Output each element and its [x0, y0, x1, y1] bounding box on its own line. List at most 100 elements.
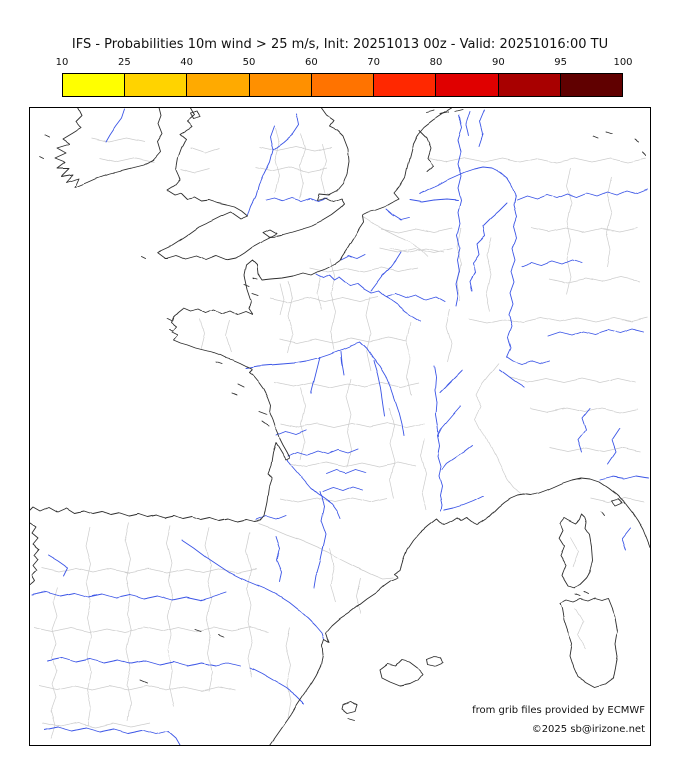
admin-border — [269, 297, 379, 303]
admin-border — [569, 537, 579, 567]
colorbar-tick-label: 60 — [304, 57, 318, 68]
river-durance — [443, 495, 484, 511]
admin-border — [34, 627, 270, 633]
admin-border — [379, 247, 453, 253]
admin-border — [445, 307, 452, 363]
admin-border — [529, 407, 639, 413]
colorbar-tick-label: 95 — [554, 57, 568, 68]
coast-mediterranean — [269, 477, 650, 745]
admin-border — [99, 157, 155, 163]
admin-border — [605, 177, 612, 269]
coast-mallorca — [379, 659, 424, 687]
colorbar-tick-label: 10 — [55, 57, 69, 68]
river-thames — [265, 197, 328, 202]
admin-border — [574, 607, 586, 651]
river-italy — [621, 527, 631, 551]
admin-border — [589, 497, 645, 503]
river-turia — [249, 667, 305, 705]
admin-border — [315, 277, 322, 311]
colorbar-segment — [373, 74, 436, 96]
river-rhine — [419, 166, 550, 365]
river-segre — [313, 491, 327, 589]
coast-isle-of-wight — [262, 228, 278, 238]
admin-border — [205, 527, 213, 691]
admin-border — [189, 147, 221, 154]
admin-border — [279, 337, 407, 343]
admin-border — [165, 525, 173, 707]
admin-border — [254, 167, 328, 173]
coast-anglesey — [189, 110, 201, 120]
colorbar — [62, 73, 623, 97]
admin-border — [485, 237, 492, 311]
river-schelde — [385, 208, 410, 221]
admin-border — [549, 447, 641, 453]
admin-border — [274, 128, 281, 194]
river-alpine-2 — [607, 427, 621, 465]
river-severn — [247, 125, 275, 216]
colorbar-tick-label: 40 — [180, 57, 194, 68]
coast-ibiza — [341, 701, 358, 721]
river-lot — [325, 468, 367, 475]
colorbar-segment — [186, 74, 249, 96]
river-doubs — [439, 369, 463, 393]
river-trent — [272, 113, 300, 151]
river-duero — [31, 591, 227, 601]
river-saone — [433, 365, 440, 438]
admin-border — [41, 722, 151, 728]
river-weser — [478, 109, 486, 147]
admin-border — [225, 319, 232, 353]
river-aragon — [275, 535, 283, 583]
river-cher — [340, 350, 345, 376]
admin-border — [329, 257, 336, 349]
admin-border — [405, 322, 412, 396]
admin-border — [274, 382, 420, 388]
river-main — [516, 189, 648, 201]
admin-border — [85, 527, 92, 727]
river-adour — [255, 514, 287, 521]
map-svg — [30, 108, 650, 745]
coast-britain — [157, 108, 350, 261]
river-maas-delta — [409, 198, 459, 203]
river-allier — [373, 360, 386, 417]
admin-borders-layer — [34, 128, 649, 739]
admin-border — [420, 437, 427, 511]
coast-sardinia — [559, 597, 618, 688]
admin-border — [455, 227, 462, 301]
colorbar-tick-label: 90 — [491, 57, 505, 68]
admin-border — [199, 317, 205, 351]
colorbar-segment — [63, 74, 125, 96]
admin-border — [509, 377, 637, 383]
admin-border — [285, 627, 292, 719]
coast-galicia — [30, 522, 40, 586]
river-marne — [385, 293, 446, 303]
admin-border — [289, 462, 417, 468]
admin-border — [469, 317, 649, 323]
river-charente — [275, 429, 307, 436]
admin-border — [279, 422, 425, 428]
lakes-reservoirs — [139, 131, 647, 684]
colorbar-tick-label: 50 — [242, 57, 256, 68]
admin-border — [549, 277, 641, 283]
admin-border — [89, 137, 145, 143]
credit-ecmwf: from grib files provided by ECMWF — [472, 705, 645, 716]
river-moselle — [469, 202, 508, 292]
river-danube — [547, 328, 645, 337]
river-tarn — [322, 486, 364, 493]
admin-border — [179, 167, 211, 173]
admin-border — [299, 387, 306, 461]
colorbar-tick-label: 70 — [367, 57, 381, 68]
admin-border — [39, 567, 257, 573]
admin-border — [345, 377, 352, 469]
admin-border — [287, 279, 294, 353]
river-dordogne — [287, 448, 359, 457]
admin-border — [389, 407, 396, 499]
admin-border — [299, 133, 306, 199]
colorbar-tick-label: 25 — [117, 57, 131, 68]
map-canvas: from grib files provided by ECMWF ©2025 … — [29, 107, 651, 746]
admin-border — [529, 227, 639, 233]
admin-border — [365, 297, 372, 371]
coast-ireland — [54, 108, 163, 188]
admin-border — [279, 282, 285, 316]
admin-border — [329, 547, 336, 603]
